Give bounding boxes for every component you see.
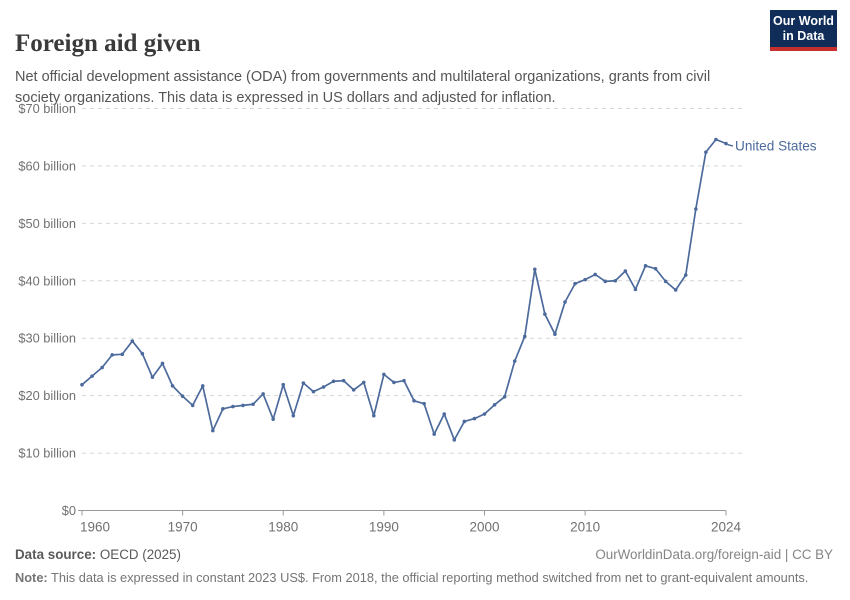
data-point-marker xyxy=(623,269,628,273)
data-point-marker xyxy=(341,378,346,383)
series-line xyxy=(81,138,727,441)
data-point-marker xyxy=(533,267,537,272)
data-point-marker xyxy=(291,413,296,418)
data-point-marker xyxy=(372,413,376,418)
y-tick-label: $0 xyxy=(62,503,76,518)
data-point-marker xyxy=(442,412,447,416)
data-point-marker xyxy=(673,288,678,292)
data-point-marker xyxy=(180,394,185,399)
chart-note-value: This data is expressed in constant 2023 … xyxy=(47,570,809,585)
data-point-marker xyxy=(432,432,436,436)
x-tick-label: 2000 xyxy=(469,520,499,535)
data-point-marker xyxy=(553,332,557,336)
data-point-marker xyxy=(221,407,225,411)
data-point-marker xyxy=(593,272,597,277)
x-tick-label: 1960 xyxy=(80,520,110,535)
data-point-marker xyxy=(120,352,125,357)
x-tick-label: 2024 xyxy=(711,520,742,535)
data-point-marker xyxy=(200,384,205,388)
data-point-marker xyxy=(683,273,688,277)
data-point-marker xyxy=(512,359,517,363)
data-point-marker xyxy=(321,385,326,389)
data-point-marker xyxy=(613,278,618,283)
data-point-marker xyxy=(522,334,527,339)
data-point-marker xyxy=(653,266,658,271)
data-point-marker xyxy=(130,339,135,343)
page-title: Foreign aid given xyxy=(15,29,201,57)
data-point-marker xyxy=(422,401,426,406)
owid-logo-line1: Our World xyxy=(773,14,834,28)
data-source: Data source: OECD (2025) xyxy=(15,547,181,562)
data-point-marker xyxy=(462,419,467,424)
data-point-marker xyxy=(241,403,245,408)
owid-logo-line2: in Data xyxy=(782,29,825,43)
data-point-marker xyxy=(573,281,577,286)
data-point-marker xyxy=(412,399,416,403)
x-tick-label: 2010 xyxy=(570,520,600,535)
data-point-marker xyxy=(392,380,396,385)
data-point-marker xyxy=(482,412,487,416)
data-point-marker xyxy=(724,141,728,146)
data-point-marker xyxy=(251,402,255,407)
y-tick-label: $20 billion xyxy=(18,388,76,403)
y-tick-label: $30 billion xyxy=(18,331,76,346)
x-tick-label: 1970 xyxy=(168,520,198,535)
series-label-connector xyxy=(727,143,734,147)
data-point-marker xyxy=(472,416,477,421)
data-point-marker xyxy=(190,403,195,408)
data-point-marker xyxy=(714,137,718,142)
x-tick-label: 1990 xyxy=(369,520,399,535)
chart-note: Note: This data is expressed in constant… xyxy=(15,570,840,585)
data-point-marker xyxy=(633,287,638,292)
y-tick-label: $50 billion xyxy=(18,216,76,231)
data-point-marker xyxy=(231,404,235,409)
data-point-marker xyxy=(150,375,155,380)
data-point-marker xyxy=(563,300,567,304)
y-tick-label: $40 billion xyxy=(18,273,76,288)
data-point-marker xyxy=(90,374,94,378)
data-point-marker xyxy=(301,381,306,385)
owid-logo: Our World in Data xyxy=(770,10,837,51)
data-point-marker xyxy=(543,312,547,316)
data-point-marker xyxy=(311,389,316,394)
data-point-marker xyxy=(140,351,145,356)
data-point-marker xyxy=(361,380,366,385)
data-point-marker xyxy=(110,353,114,357)
owid-url-link[interactable]: OurWorldinData.org/foreign-aid | CC BY xyxy=(595,547,833,562)
data-point-marker xyxy=(643,264,648,268)
data-point-marker xyxy=(603,279,608,284)
data-point-marker xyxy=(281,382,286,387)
y-tick-label: $60 billion xyxy=(18,158,76,173)
y-tick-label: $10 billion xyxy=(18,446,76,461)
data-point-marker xyxy=(211,428,215,433)
chart-note-label: Note: xyxy=(15,570,48,585)
data-point-marker xyxy=(704,150,708,154)
series-label: United States xyxy=(735,139,817,154)
line-chart: $0 $10 billion $20 billion $30 billion $40 b… xyxy=(18,101,817,535)
data-point-marker xyxy=(452,438,457,442)
data-point-marker xyxy=(351,388,356,392)
data-point-marker xyxy=(331,379,336,384)
data-point-marker xyxy=(382,372,386,377)
data-point-marker xyxy=(261,392,265,396)
data-point-marker xyxy=(502,394,507,399)
data-source-label: Data source: xyxy=(15,547,97,562)
data-point-marker xyxy=(100,365,104,370)
chart-subtitle: Net official development assistance (ODA… xyxy=(15,68,711,106)
data-point-marker xyxy=(80,382,84,387)
data-point-marker xyxy=(170,384,175,388)
x-tick-label: 1980 xyxy=(268,520,298,535)
data-point-marker xyxy=(694,207,698,211)
data-point-marker xyxy=(271,417,275,421)
data-point-marker xyxy=(492,403,497,407)
data-point-marker xyxy=(160,361,165,366)
data-point-marker xyxy=(583,277,587,282)
data-point-marker xyxy=(663,279,668,284)
data-source-value: OECD (2025) xyxy=(96,547,181,562)
y-tick-label: $70 billion xyxy=(18,101,76,116)
data-point-marker xyxy=(402,378,406,383)
